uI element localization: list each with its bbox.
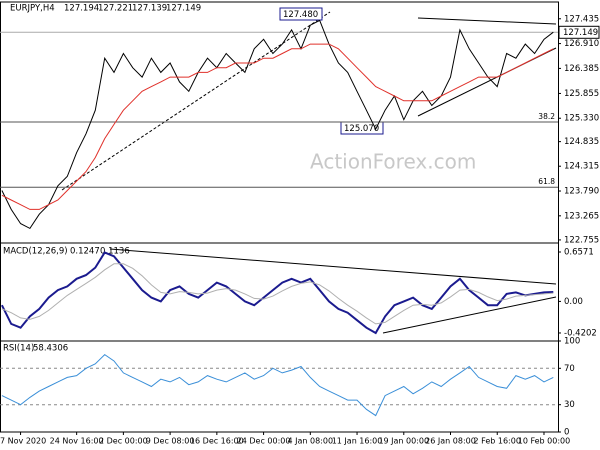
x-tick-label: 2 Dec 00:00 (99, 437, 148, 446)
macd-trendline (382, 296, 557, 334)
low-value: 127.139 (132, 4, 167, 14)
rsi-title: RSI(14) (3, 344, 34, 354)
x-tick-label: 16 Dec 16:00 (190, 437, 244, 446)
x-tick-label: 24 Dec 00:00 (237, 437, 291, 446)
x-tick-label: 17 Nov 2020 (0, 437, 46, 446)
x-tick-label: 9 Dec 08:00 (146, 437, 195, 446)
macd-trendline (109, 248, 557, 285)
panel-frame (0, 340, 559, 433)
x-tick-label: 10 Feb 00:00 (518, 437, 570, 446)
annotation: 127.480 (283, 10, 318, 20)
x-tick-label: 2 Feb 16:00 (474, 437, 521, 446)
series-line (1, 263, 554, 325)
y-tick-label: 70 (564, 364, 575, 374)
price-header: EURJPY,H4 127.194 127.221 127.139 127.14… (10, 4, 201, 14)
y-tick-label: 124.315 (564, 162, 599, 172)
series-line (1, 251, 554, 335)
x-tick-label: 11 Jan 16:00 (332, 437, 383, 446)
x-tick-label: 4 Jan 08:00 (288, 437, 334, 446)
y-tick-label: 126.385 (564, 64, 599, 74)
y-tick-label: 100 (564, 337, 580, 347)
symbol-title: EURJPY,H4 (10, 4, 55, 14)
close-value: 127.149 (166, 4, 201, 14)
rsi-reading: 58.4306 (33, 344, 68, 354)
x-tick-label: 19 Jan 00:00 (378, 437, 429, 446)
y-tick-label: 0 (564, 428, 569, 438)
y-tick-label: 125.855 (564, 89, 599, 99)
y-tick-label: 0.6571 (564, 248, 594, 258)
y-tick-label: 123.265 (564, 211, 599, 221)
y-tick-label: 125.330 (564, 114, 599, 124)
x-tick-label: 24 Nov 16:00 (50, 437, 104, 446)
y-tick-label: 126.910 (564, 39, 599, 49)
macd-header: MACD(12,26,9) 0.1247 0.1136 (3, 247, 130, 257)
last-price-box (558, 25, 600, 39)
open-value: 127.194 (64, 4, 99, 14)
fib-label: 38.2 (538, 112, 555, 121)
y-tick-label: 30 (564, 400, 575, 410)
y-tick-label: 0.00 (564, 297, 583, 307)
annotation-box (279, 7, 323, 21)
high-value: 127.221 (98, 4, 133, 14)
dashed-trendline (61, 11, 331, 191)
series-line (1, 43, 554, 210)
y-tick-label: 122.755 (564, 235, 599, 245)
fib-label: 61.8 (538, 177, 555, 186)
rsi-header: RSI(14) 58.4306 (3, 344, 68, 354)
y-tick-label: 127.435 (564, 14, 599, 24)
annotation: 125.070 (344, 124, 379, 134)
x-tick-label: 26 Jan 08:00 (425, 437, 476, 446)
macd-reading: 0.1247 (70, 247, 100, 257)
y-tick-label: 124.835 (564, 137, 599, 147)
macd-title: MACD(12,26,9) (3, 247, 68, 257)
signal-reading: 0.1136 (100, 247, 130, 257)
series-line (1, 19, 554, 230)
resistance-line (417, 17, 557, 25)
last-price-label: 127.149 (563, 28, 598, 38)
watermark: ActionForex.com (310, 150, 476, 174)
y-tick-label: 123.790 (564, 187, 599, 197)
y-tick-label: -0.4202 (564, 328, 597, 338)
series-line (1, 353, 554, 417)
